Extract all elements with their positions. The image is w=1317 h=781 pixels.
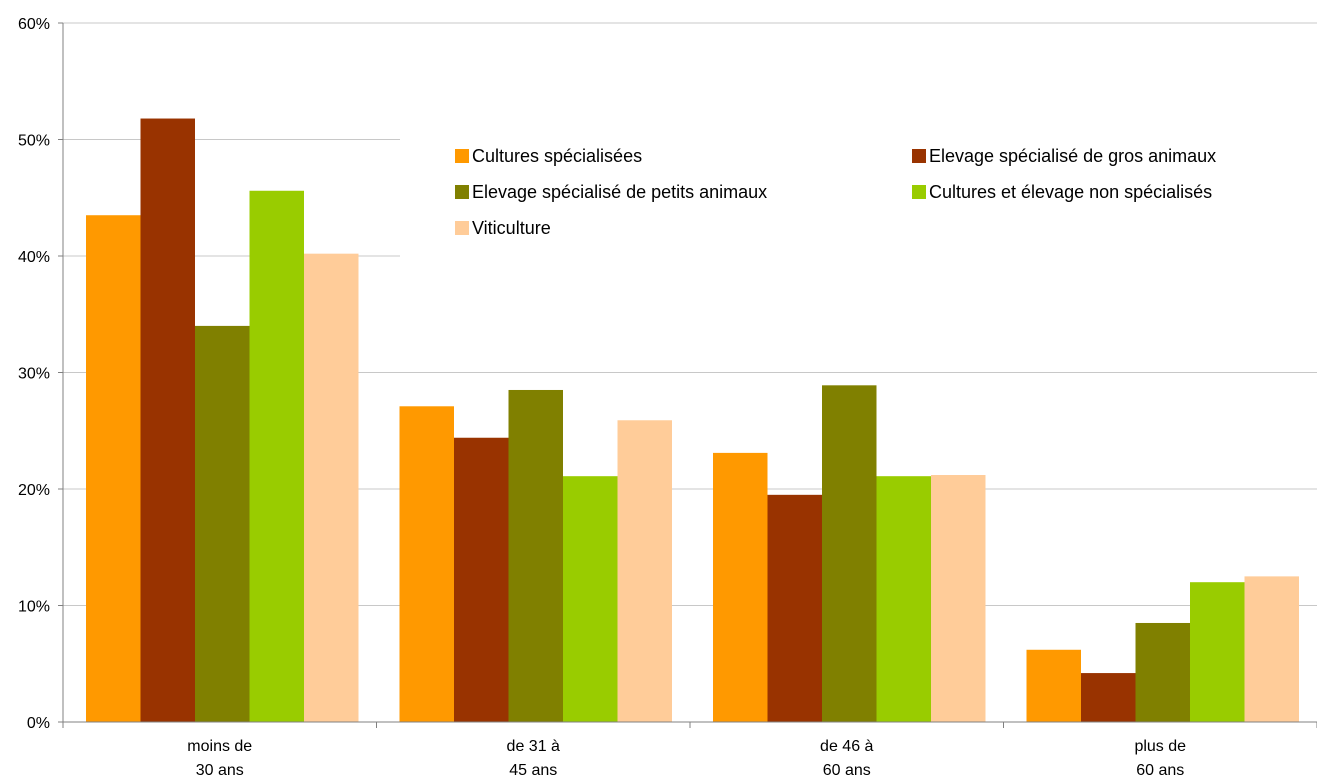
legend-swatch-5: [455, 221, 469, 235]
bar-3-1: [195, 325, 250, 722]
y-tick-label-3: 30%: [18, 366, 50, 383]
axes: 0% 10% 20% 30% 40% 50% 60% moins de 30 ans de 31 …: [18, 16, 1317, 779]
bar-5-4: [1244, 576, 1299, 722]
legend-swatch-2: [912, 149, 926, 163]
bar-4-1: [249, 190, 304, 722]
bar-5-1: [304, 253, 359, 723]
legend-background: [400, 134, 1317, 260]
y-tick-label-5: 50%: [18, 133, 50, 150]
x-tick-label-2: de 31 à 45 ans: [507, 738, 560, 779]
y-tick-label-6: 60%: [18, 16, 50, 33]
bar-3-4: [1135, 622, 1190, 722]
bar-1-4: [1026, 649, 1081, 722]
x-tick-label-1: moins de 30 ans: [187, 738, 252, 779]
bar-2-4: [1081, 673, 1136, 722]
bars: [86, 118, 1299, 723]
bar-3-2: [508, 389, 563, 722]
bar-1-2: [399, 406, 454, 722]
bar-2-2: [454, 437, 509, 722]
bar-5-3: [931, 475, 986, 722]
bar-4-4: [1190, 582, 1245, 722]
legend: Cultures spécialisées Elevage spécialisé …: [400, 134, 1317, 260]
bar-1-3: [713, 452, 768, 722]
legend-swatch-1: [455, 149, 469, 163]
y-tick-label-2: 20%: [18, 482, 50, 499]
x-tick-label-4: plus de 60 ans: [1134, 738, 1186, 779]
legend-label-1: Cultures spécialisées: [472, 146, 642, 166]
legend-label-5: Viticulture: [472, 218, 551, 238]
bar-5-2: [617, 420, 672, 722]
bar-4-2: [563, 476, 618, 722]
bar-2-3: [767, 494, 822, 722]
legend-swatch-3: [455, 185, 469, 199]
y-tick-label-0: 0%: [27, 715, 50, 732]
bar-1-1: [86, 215, 141, 722]
x-tick-label-3: de 46 à 60 ans: [820, 738, 873, 779]
bar-3-3: [822, 385, 877, 722]
y-tick-label-4: 40%: [18, 249, 50, 266]
y-tick-label-1: 10%: [18, 599, 50, 616]
legend-label-3: Elevage spécialisé de petits animaux: [472, 182, 767, 202]
bar-2-1: [140, 118, 195, 722]
legend-label-2: Elevage spécialisé de gros animaux: [929, 146, 1216, 166]
legend-swatch-4: [912, 185, 926, 199]
legend-label-4: Cultures et élevage non spécialisés: [929, 182, 1212, 202]
bar-4-3: [876, 476, 931, 722]
